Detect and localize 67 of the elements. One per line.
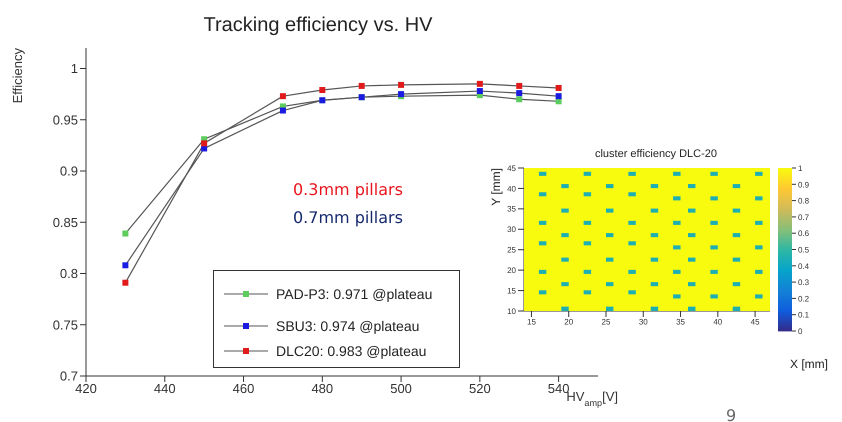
legend-label: DLC20: 0.983 @plateau bbox=[276, 342, 426, 358]
point bbox=[556, 98, 562, 104]
x-tick-label: 35 bbox=[676, 318, 686, 327]
color-bar-label: 1 bbox=[798, 164, 803, 173]
annotation: 0.3mm pillars bbox=[293, 180, 403, 199]
y-axis-title: Y [mm] bbox=[489, 168, 503, 206]
color-bar-label: 0.1 bbox=[798, 310, 810, 320]
text: 9 bbox=[726, 406, 736, 422]
point bbox=[358, 82, 365, 89]
y-axis-title: Efficiency bbox=[10, 48, 25, 104]
color-bar-label: 0.8 bbox=[798, 196, 810, 206]
y-tick-label: 25 bbox=[507, 246, 517, 255]
point bbox=[280, 93, 286, 100]
x-tick-label: 30 bbox=[638, 318, 648, 327]
y-tick-label: 20 bbox=[507, 266, 517, 275]
annotation: 0.7mm pillars bbox=[293, 208, 403, 227]
x-tick-label: 480 bbox=[311, 381, 334, 396]
x-tick-label: 20 bbox=[564, 318, 574, 327]
point bbox=[319, 87, 326, 94]
point bbox=[516, 82, 522, 89]
point bbox=[122, 230, 128, 237]
point bbox=[476, 88, 483, 94]
y-tick-label: 0.95 bbox=[52, 112, 78, 128]
color-bar-label: 0.9 bbox=[798, 180, 810, 190]
point bbox=[122, 280, 128, 286]
color-bar-label: 0.7 bbox=[798, 212, 810, 222]
x-tick-label: 520 bbox=[468, 381, 491, 396]
color-bar-label: 0.4 bbox=[798, 262, 810, 271]
point bbox=[516, 96, 522, 102]
y-tick-label: 10 bbox=[507, 306, 517, 316]
y-tick-label: 0.75 bbox=[52, 317, 78, 332]
x-tick-label: 440 bbox=[154, 381, 176, 396]
legend-label: PAD-P3: 0.971 @plateau bbox=[276, 286, 432, 302]
y-tick-label: 30 bbox=[507, 225, 517, 234]
legend-label: SBU3: 0.974 @plateau bbox=[276, 318, 420, 334]
y-tick-label: 0.7 bbox=[60, 368, 78, 384]
color-bar-label: 0.5 bbox=[798, 246, 810, 254]
x-tick-label: 500 bbox=[390, 381, 412, 396]
chart-title: cluster efficiency DLC-20 bbox=[594, 148, 718, 160]
y-tick-label: 45 bbox=[507, 164, 517, 173]
point bbox=[201, 140, 208, 146]
color-bar-label: 0 bbox=[798, 327, 803, 336]
x-tick-label: 25 bbox=[602, 318, 611, 327]
x-tick-label: 460 bbox=[232, 381, 254, 396]
y-tick-label: 35 bbox=[507, 204, 517, 214]
x-tick-label: 45 bbox=[750, 318, 760, 327]
point bbox=[280, 108, 286, 114]
color-bar-label: 0.6 bbox=[798, 229, 810, 238]
x-tick-label: 40 bbox=[713, 318, 723, 327]
point bbox=[398, 82, 404, 88]
x-axis-title: X [mm] bbox=[790, 357, 828, 371]
point bbox=[122, 262, 128, 268]
y-tick-label: 40 bbox=[507, 184, 517, 194]
y-tick-label: 15 bbox=[507, 286, 517, 296]
point bbox=[556, 93, 562, 100]
point bbox=[556, 84, 562, 91]
point bbox=[476, 80, 483, 87]
color-bar-label: 0.2 bbox=[798, 294, 810, 304]
y-tick-label: 0.85 bbox=[52, 214, 78, 230]
y-tick-label: 0.9 bbox=[60, 164, 78, 179]
y-tick-label: 0.8 bbox=[60, 266, 78, 282]
x-tick-label: 15 bbox=[527, 318, 536, 327]
color-bar-label: 0.3 bbox=[798, 278, 810, 288]
x-tick-label: 420 bbox=[75, 381, 97, 396]
chart-title: Tracking efficiency vs. HV bbox=[202, 14, 434, 37]
point bbox=[516, 90, 522, 96]
y-tick-label: 1 bbox=[70, 61, 78, 76]
